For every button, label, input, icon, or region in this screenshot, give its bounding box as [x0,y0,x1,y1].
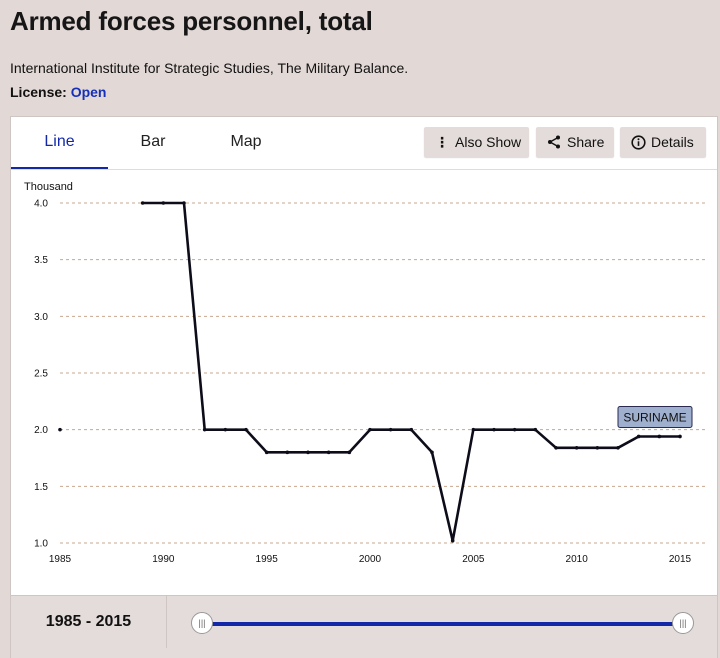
data-point [264,450,269,455]
range-slider-track[interactable] [203,622,687,626]
data-point [58,427,62,432]
tab-line[interactable]: Line [11,117,108,169]
x-tick-label: 2005 [462,554,485,565]
data-point [244,427,248,432]
y-tick-label: 1.0 [34,539,48,550]
data-point [678,434,682,439]
data-point [450,538,455,543]
data-point [430,450,434,455]
share-icon [546,127,562,157]
tab-bar[interactable]: Bar [140,133,166,150]
data-point [223,427,228,432]
source-text: International Institute for Strategic St… [10,60,409,76]
line-chart: Thousand 1.0 1.5 2.0 2.5 3.0 3.5 4.0 1985 1990 199… [24,181,707,565]
details-button[interactable]: Details [620,127,706,157]
data-point [657,434,662,439]
series-line [142,201,680,542]
data-point [368,427,372,432]
page-title: Armed forces personnel, total [10,6,373,36]
data-point [533,427,538,432]
data-point [616,446,620,450]
info-icon [630,127,646,157]
data-point [471,427,476,432]
data-point [182,201,186,205]
data-point [388,427,393,432]
y-tick-label: 3.5 [34,255,48,266]
data-point [595,446,600,450]
share-label: Share [567,134,605,150]
x-tick-label: 1995 [256,554,279,565]
also-show-label: Also Show [455,134,522,150]
range-bar: 1985 - 2015 ||| ||| [11,595,717,658]
license: License: Open [10,84,106,100]
y-tick-label: 2.0 [34,425,48,436]
vertical-dots-icon: ⋮ [435,134,449,150]
range-end-handle[interactable]: ||| [672,612,694,634]
x-tick-label: 2000 [359,554,382,565]
data-point [326,450,331,455]
chart-area: Thousand 1.0 1.5 2.0 2.5 3.0 3.5 4.0 1985 1990 199… [11,170,717,596]
data-point [409,427,414,432]
range-label: 1985 - 2015 [11,596,167,648]
data-point [347,450,352,455]
data-point [306,450,310,455]
details-label: Details [651,134,694,150]
license-label: License: [10,84,67,100]
x-tick-label: 2015 [669,554,692,565]
x-tick-label: 2010 [566,554,589,565]
data-point [512,427,517,432]
x-tick-label: 1985 [49,554,72,565]
y-tick-label: 2.5 [34,369,48,380]
range-start-handle[interactable]: ||| [191,612,213,634]
share-button[interactable]: Share [536,127,614,157]
data-point [140,201,145,205]
license-value[interactable]: Open [70,84,107,100]
data-point [161,201,166,205]
data-point [574,446,579,450]
data-point [636,434,641,439]
chart-card: Line Bar Map ⋮ Also Show Share Details [10,116,718,658]
chart-tabs: Line Bar Map ⋮ Also Show Share Details [11,117,717,170]
x-tick-label: 1990 [152,554,175,565]
data-point [492,427,496,432]
y-tick-label: 1.5 [34,482,48,493]
y-tick-label: 4.0 [34,199,48,210]
data-point [554,446,558,450]
y-tick-label: 3.0 [34,312,48,323]
data-point [202,427,207,432]
series-tag [617,405,693,428]
series-label: SURINAME [623,410,686,424]
y-axis-label: Thousand [24,181,73,193]
also-show-button[interactable]: ⋮ Also Show [424,127,529,157]
data-point [285,450,290,455]
tab-map[interactable]: Map [230,133,262,150]
